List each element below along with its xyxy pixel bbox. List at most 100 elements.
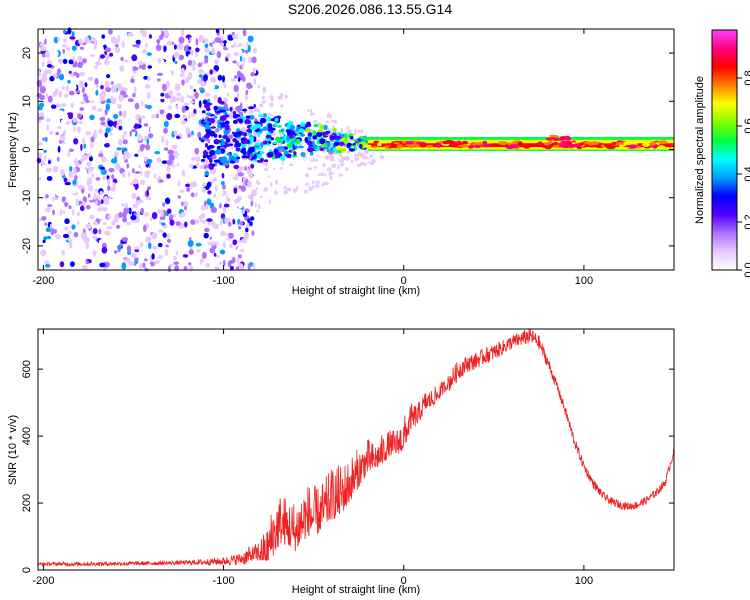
spectrogram-cell [657, 145, 666, 149]
spectrogram-cell [103, 199, 110, 205]
spectrogram-cell [233, 84, 239, 93]
spectrogram-cell [298, 128, 305, 133]
spectrogram-cell [221, 121, 226, 128]
spectrogram-cell [359, 152, 365, 158]
spectrogram-cell [237, 77, 241, 82]
spectrogram-cell [125, 72, 129, 79]
spectrogram-cell [363, 144, 372, 148]
spectrogram-cell [107, 120, 114, 127]
spectrogram-cell [59, 134, 66, 142]
spectrogram-cell [248, 109, 254, 114]
spectrogram-cell [93, 251, 96, 257]
spectrogram-cell [212, 43, 216, 48]
spectrogram-cell [100, 121, 106, 126]
spectrogram-cell [274, 122, 278, 127]
spectrogram-cell [145, 236, 152, 243]
spectrogram-cell [298, 145, 304, 149]
spectrogram-cell [122, 216, 127, 223]
spectrogram-cell [53, 50, 59, 58]
spectrogram-cell [366, 163, 371, 168]
spectrogram-cell [177, 180, 181, 187]
spectrogram-cell [338, 133, 344, 137]
spectrogram-cell [232, 256, 236, 264]
spectrogram-cell [209, 69, 213, 75]
spectrogram-cell [250, 163, 255, 169]
spectrogram-cell [65, 46, 71, 51]
spectrogram-cell [206, 198, 212, 206]
spectrogram-cell [72, 179, 77, 186]
spectrogram-cell [94, 120, 99, 126]
spectrogram-cell [175, 251, 179, 256]
spectrogram-cell [149, 138, 155, 146]
spectrogram-cell [234, 173, 238, 180]
spectrogram-cell [78, 80, 85, 88]
spectrogram-cell [169, 263, 174, 268]
spectrogram-cell [185, 51, 191, 55]
spectrogram-cell [79, 158, 86, 162]
spectrogram-cell [107, 178, 111, 186]
spectrogram-cell [96, 62, 99, 66]
spectrogram-cell [147, 92, 151, 97]
spectrogram-cell [194, 140, 198, 148]
spectrogram-cell [238, 192, 244, 197]
spectrogram-cell [324, 174, 327, 177]
spectrogram-cell [86, 179, 91, 187]
spectrogram-cell [173, 256, 177, 261]
spectrogram-cell [73, 167, 77, 175]
spectrogram-cell [240, 49, 243, 57]
spectrogram-cell [354, 128, 357, 134]
spectrogram-cell [209, 157, 213, 164]
spectrogram-cell [68, 90, 75, 96]
spectrogram-cell [255, 109, 261, 113]
spectrogram-cell [152, 245, 158, 250]
spectrogram-cell [169, 96, 173, 104]
spectrogram-cell [214, 184, 218, 192]
spectrogram-cell [39, 217, 42, 222]
spectrogram-cell [154, 151, 161, 155]
spectrogram-cell [254, 202, 257, 208]
spectrogram-cell [293, 151, 297, 156]
spectrogram-cell [197, 131, 202, 139]
spectrogram-cell [611, 141, 617, 146]
spectrogram-cell [280, 166, 283, 170]
spectrogram-cell [259, 163, 263, 168]
spectrogram-cell [198, 74, 203, 78]
spectrogram-cell [232, 158, 239, 162]
spectrogram-cell [538, 141, 543, 146]
spectrogram-cell [308, 186, 313, 189]
spectrogram-cell [86, 161, 92, 167]
spectrogram-cell [566, 141, 573, 146]
spectrogram-cell [303, 189, 308, 194]
spectrogram-cell [132, 66, 138, 71]
spectrogram-cell [136, 211, 141, 219]
spectrogram-cell [88, 86, 95, 95]
spectrogram-cell [134, 257, 139, 261]
spectrogram-cell [140, 179, 146, 185]
spectrogram-cell [326, 113, 330, 118]
spectrogram-cell [168, 105, 173, 110]
spectrogram-cell [37, 142, 43, 146]
spectrogram-cell [190, 181, 194, 188]
spectrogram-cell [232, 60, 238, 64]
spectrogram-cell [201, 219, 207, 224]
spectrogram-cell [78, 255, 86, 261]
spectrogram-x-axis-title: Height of straight line (km) [292, 285, 420, 297]
spectrogram-cell [242, 209, 245, 214]
spectrogram-cell [146, 196, 152, 201]
spectrogram-cell [286, 187, 292, 192]
spectrogram-cell [200, 139, 205, 143]
spectrogram-cell [132, 168, 135, 174]
spectrogram-cell [268, 151, 274, 158]
spectrogram-cell [228, 232, 234, 239]
spectrogram-cell [46, 206, 51, 213]
spectrogram-cell [255, 167, 259, 171]
spectrogram-cell [71, 45, 77, 51]
spectrogram-cell [77, 126, 81, 133]
spectrogram-cell [277, 172, 283, 176]
spectrogram-cell [252, 262, 256, 270]
spectrogram-cell [186, 187, 191, 192]
spectrogram-cell [195, 38, 199, 46]
spectrogram-cell [203, 200, 207, 207]
spectrogram-cell [59, 168, 65, 176]
